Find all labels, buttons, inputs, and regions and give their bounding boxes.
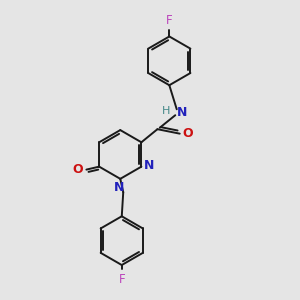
Text: N: N	[144, 159, 154, 172]
Text: O: O	[72, 163, 83, 176]
Text: N: N	[177, 106, 187, 119]
Text: F: F	[166, 14, 172, 27]
Text: H: H	[162, 106, 170, 116]
Text: O: O	[183, 127, 193, 140]
Text: N: N	[114, 181, 124, 194]
Text: F: F	[118, 273, 125, 286]
